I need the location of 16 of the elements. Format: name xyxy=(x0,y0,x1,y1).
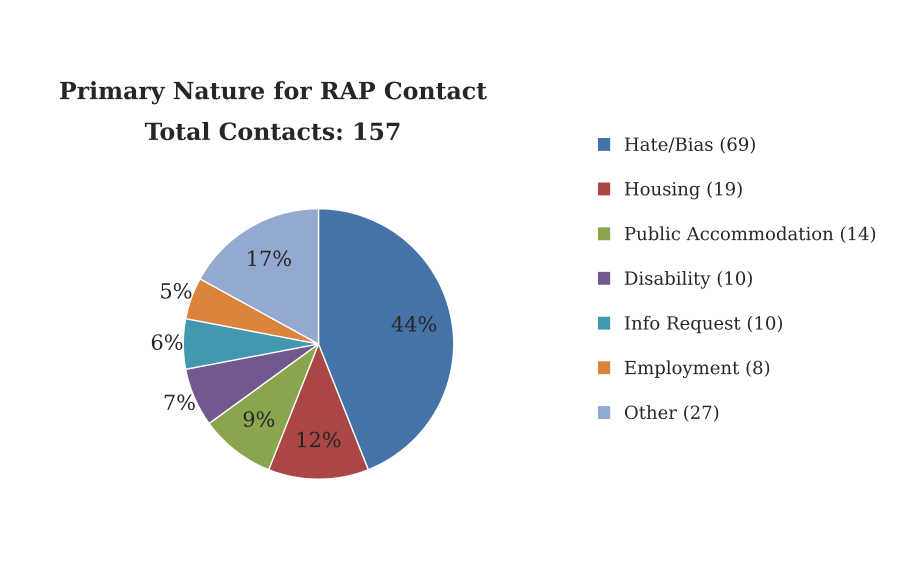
legend-label: Employment (8) xyxy=(624,360,770,378)
data-label: 12% xyxy=(298,432,341,448)
legend-label: Disability (10) xyxy=(624,270,752,289)
data-label: 44% xyxy=(392,316,436,332)
data-label: 9% xyxy=(244,411,274,427)
chart-title: Primary Nature for RAP Contact xyxy=(60,81,487,104)
legend-label: Hate/Bias (69) xyxy=(624,137,755,154)
legend-label: Housing (19) xyxy=(624,182,742,200)
data-label: 7% xyxy=(164,394,195,410)
data-label: 6% xyxy=(152,334,182,350)
data-label: 5% xyxy=(161,282,192,299)
legend-label: Info Request (10) xyxy=(624,316,782,334)
legend-label: Other (27) xyxy=(624,405,718,422)
data-label: 17% xyxy=(248,250,291,266)
legend-label: Public Accommodation (14) xyxy=(624,226,876,243)
chart-subtitle: Total Contacts: 157 xyxy=(144,122,400,140)
